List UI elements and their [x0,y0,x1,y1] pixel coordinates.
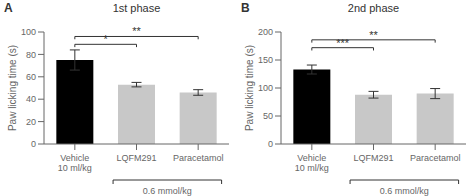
svg-text:Paw licking time (s): Paw licking time (s) [8,45,18,131]
svg-text:0.6 mmol/kg: 0.6 mmol/kg [380,186,429,196]
svg-text:80: 80 [26,50,36,60]
html-text:A: A [4,1,13,15]
svg-text:LQFM291: LQFM291 [116,153,156,163]
svg-text:20: 20 [26,117,36,127]
svg-text:50: 50 [263,111,273,121]
svg-text:0: 0 [31,139,36,149]
svg-text:*: * [104,33,109,45]
svg-text:Paracetamol: Paracetamol [410,153,461,163]
svg-text:Vehicle10 ml/kg: Vehicle10 ml/kg [295,153,329,173]
svg-text:200: 200 [258,27,273,37]
svg-text:***: *** [336,37,350,49]
svg-text:**: ** [369,29,378,41]
html-text:2nd phase: 2nd phase [347,2,400,14]
svg-text:0.6 mmol/kg: 0.6 mmol/kg [143,186,192,196]
svg-text:40: 40 [26,94,36,104]
svg-text:LQFM291: LQFM291 [353,153,393,163]
svg-text:60: 60 [26,72,36,82]
svg-text:0: 0 [268,139,273,149]
html-text:1st phase: 1st phase [112,2,161,14]
svg-text:150: 150 [258,55,273,65]
svg-text:100: 100 [21,27,36,37]
svg-text:100: 100 [258,83,273,93]
svg-text:Paw licking time (s): Paw licking time (s) [244,45,255,131]
svg-text:Paracetamol: Paracetamol [173,153,224,163]
svg-text:**: ** [132,25,141,37]
html-text:B: B [241,1,250,15]
svg-text:Vehicle10 ml/kg: Vehicle10 ml/kg [58,153,92,173]
